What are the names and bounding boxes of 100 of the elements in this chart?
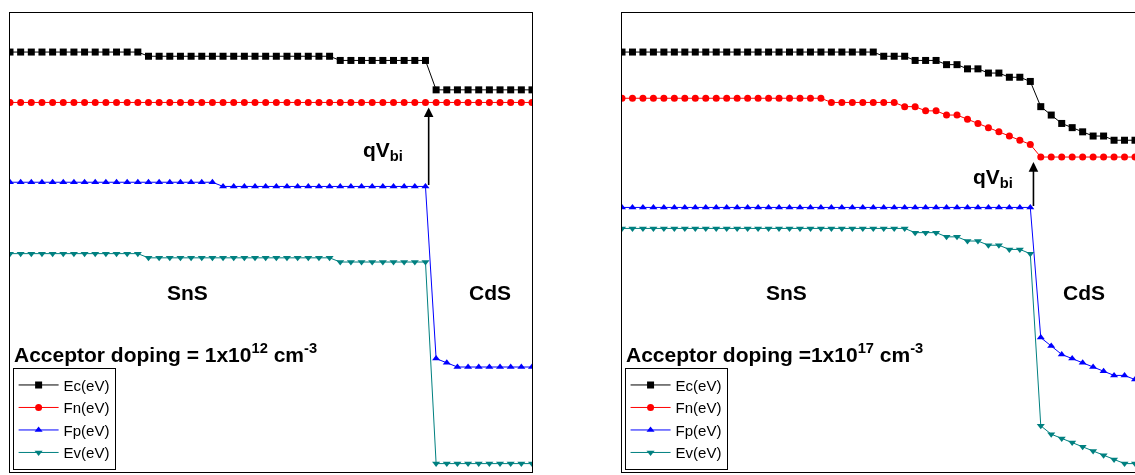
point <box>963 203 972 210</box>
point <box>166 52 174 60</box>
point <box>1016 73 1024 81</box>
point <box>294 98 302 106</box>
point <box>681 48 689 56</box>
point <box>743 203 752 210</box>
point <box>49 98 57 106</box>
point <box>368 98 376 106</box>
point <box>1120 461 1129 468</box>
point <box>932 107 940 115</box>
point <box>336 56 344 64</box>
point <box>378 182 387 189</box>
point <box>262 98 270 106</box>
point <box>379 98 387 106</box>
point <box>649 203 658 210</box>
point <box>81 48 89 56</box>
point <box>901 52 909 60</box>
point <box>101 251 110 258</box>
point <box>911 103 919 111</box>
point <box>70 98 78 106</box>
point <box>1058 119 1066 127</box>
point <box>240 98 248 106</box>
point <box>219 182 228 189</box>
point <box>315 52 323 60</box>
point <box>432 86 440 94</box>
point <box>133 251 142 258</box>
point <box>701 203 710 210</box>
point <box>733 48 741 56</box>
point <box>681 94 689 102</box>
annotation: qV$_{bi}$ <box>973 165 1013 192</box>
point <box>38 48 46 56</box>
legend-label: Fn(eV) <box>675 399 722 417</box>
point <box>91 98 99 106</box>
point <box>272 182 281 189</box>
annotation: qV$_{bi}$ <box>363 138 403 165</box>
point <box>346 182 355 189</box>
point <box>744 94 752 102</box>
point <box>314 182 323 189</box>
point <box>176 52 184 60</box>
point <box>1016 136 1024 144</box>
point <box>858 203 867 210</box>
point <box>17 98 25 106</box>
point <box>901 103 909 111</box>
point <box>1121 153 1129 161</box>
point <box>806 203 815 210</box>
point <box>795 203 805 210</box>
point <box>27 251 36 258</box>
point <box>496 461 505 468</box>
point <box>272 98 280 106</box>
point <box>326 98 334 106</box>
point <box>943 61 951 69</box>
point <box>357 182 366 189</box>
point <box>806 48 814 56</box>
point <box>1005 132 1013 140</box>
point <box>733 94 741 102</box>
point <box>1120 371 1129 378</box>
point <box>869 203 878 210</box>
point <box>754 203 763 210</box>
point <box>81 98 89 106</box>
legend-label: Ev(eV) <box>63 444 110 462</box>
point <box>848 203 857 210</box>
point <box>261 182 270 189</box>
point <box>786 48 794 56</box>
point <box>304 52 312 60</box>
point <box>293 182 302 189</box>
point <box>953 111 961 119</box>
point <box>250 182 260 189</box>
point <box>400 56 408 64</box>
point <box>712 94 720 102</box>
point <box>691 94 699 102</box>
legend-label: Ev(eV) <box>675 444 722 462</box>
point <box>390 56 398 64</box>
point <box>649 48 657 56</box>
point <box>764 203 773 210</box>
point <box>1110 153 1118 161</box>
point <box>628 94 636 102</box>
point <box>911 56 919 64</box>
point <box>464 98 472 106</box>
point <box>272 52 280 60</box>
point <box>475 86 483 94</box>
point <box>932 230 941 237</box>
point <box>722 203 731 210</box>
point <box>453 461 462 468</box>
point <box>443 98 451 106</box>
point <box>670 48 678 56</box>
point <box>984 69 992 77</box>
point <box>1089 132 1097 140</box>
annotation: CdS <box>469 281 511 304</box>
point <box>890 98 898 106</box>
point <box>911 230 920 237</box>
point <box>442 461 451 468</box>
point <box>1026 77 1034 85</box>
point <box>838 98 846 106</box>
point <box>219 98 227 106</box>
point <box>262 52 270 60</box>
point <box>421 98 429 106</box>
point <box>880 52 888 60</box>
point <box>1068 124 1076 132</box>
point <box>702 48 710 56</box>
point <box>283 98 291 106</box>
